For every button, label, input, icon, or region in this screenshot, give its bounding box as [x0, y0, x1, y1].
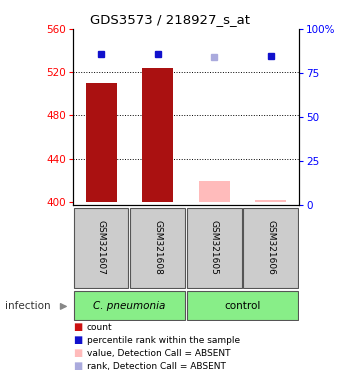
- Text: rank, Detection Call = ABSENT: rank, Detection Call = ABSENT: [87, 362, 225, 371]
- Text: GSM321605: GSM321605: [210, 220, 219, 275]
- Text: ■: ■: [73, 335, 82, 345]
- Bar: [199, 180, 230, 202]
- Text: control: control: [224, 301, 261, 311]
- Text: C. pneumonia: C. pneumonia: [94, 301, 166, 311]
- Text: value, Detection Call = ABSENT: value, Detection Call = ABSENT: [87, 349, 230, 358]
- Bar: [142, 68, 173, 202]
- Text: percentile rank within the sample: percentile rank within the sample: [87, 336, 240, 345]
- Text: GSM321606: GSM321606: [267, 220, 275, 275]
- Text: ■: ■: [73, 348, 82, 358]
- Text: GSM321607: GSM321607: [97, 220, 106, 275]
- Bar: [74, 208, 129, 288]
- Bar: [243, 208, 298, 288]
- Text: ■: ■: [73, 361, 82, 371]
- Bar: [130, 208, 185, 288]
- Bar: [187, 208, 241, 288]
- Text: GDS3573 / 218927_s_at: GDS3573 / 218927_s_at: [90, 13, 250, 26]
- Bar: [74, 291, 185, 320]
- Bar: [86, 83, 117, 202]
- Text: ■: ■: [73, 322, 82, 332]
- Text: GSM321608: GSM321608: [153, 220, 163, 275]
- Bar: [255, 200, 287, 202]
- Text: count: count: [87, 323, 112, 332]
- Bar: [187, 291, 298, 320]
- Text: infection: infection: [5, 301, 51, 311]
